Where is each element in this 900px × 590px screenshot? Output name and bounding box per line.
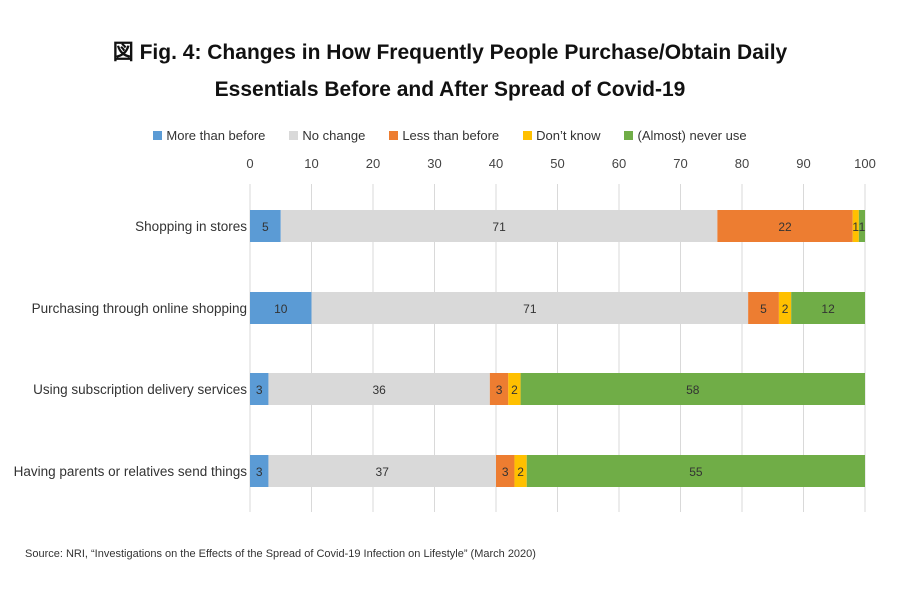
- data-label: 2: [517, 465, 524, 479]
- x-tick-label: 90: [796, 156, 810, 171]
- category-label: Purchasing through online shopping: [32, 301, 247, 316]
- data-label: 58: [686, 383, 700, 397]
- data-label: 5: [760, 302, 767, 316]
- x-tick-label: 10: [304, 156, 318, 171]
- stacked-bar-chart: 0 10 20 30 40 50 60 70 80 90 100 Shopping in stores…: [0, 0, 900, 530]
- data-label: 10: [274, 302, 288, 316]
- data-label: 71: [492, 220, 506, 234]
- category-label: Shopping in stores: [135, 219, 247, 234]
- data-label: 55: [689, 465, 703, 479]
- data-label: 3: [256, 383, 263, 397]
- data-label: 12: [821, 302, 835, 316]
- data-label: 37: [376, 465, 390, 479]
- x-tick-label: 20: [366, 156, 380, 171]
- category-label: Having parents or relatives send things: [14, 464, 248, 479]
- x-tick-label: 50: [550, 156, 564, 171]
- source-note: Source: NRI, “Investigations on the Effe…: [25, 548, 536, 560]
- data-label: 1: [859, 220, 866, 234]
- data-label: 22: [778, 220, 792, 234]
- data-label: 5: [262, 220, 269, 234]
- data-label: 36: [372, 383, 386, 397]
- x-tick-label: 30: [427, 156, 441, 171]
- data-label: 71: [523, 302, 537, 316]
- x-tick-label: 0: [246, 156, 253, 171]
- data-label: 3: [496, 383, 503, 397]
- data-label: 2: [782, 302, 789, 316]
- x-tick-label: 70: [673, 156, 687, 171]
- x-tick-label: 40: [489, 156, 503, 171]
- data-label: 2: [511, 383, 518, 397]
- x-tick-label: 60: [612, 156, 626, 171]
- category-label: Using subscription delivery services: [33, 382, 247, 397]
- x-tick-label: 80: [735, 156, 749, 171]
- data-label: 3: [502, 465, 509, 479]
- data-label: 3: [256, 465, 263, 479]
- x-tick-label: 100: [854, 156, 876, 171]
